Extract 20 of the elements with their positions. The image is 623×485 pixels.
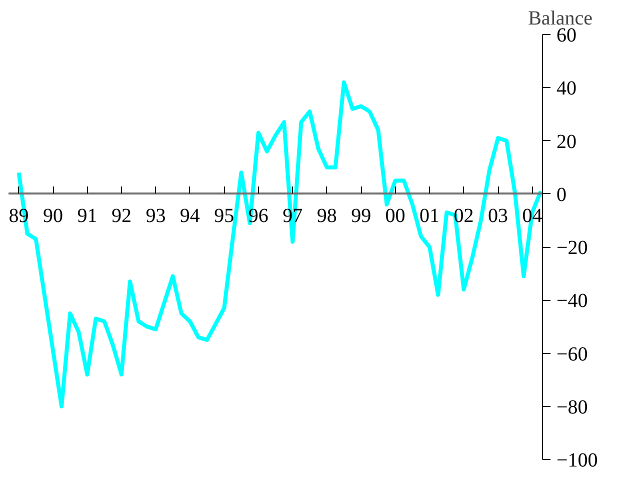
y-tick-label: −100	[556, 450, 598, 472]
y-tick-label: −20	[556, 237, 588, 259]
x-tick-label: 95	[214, 204, 234, 227]
x-tick-label: 90	[43, 204, 63, 227]
x-tick-label: 01	[420, 204, 440, 227]
x-tick-label: 00	[385, 204, 406, 227]
y-tick-label: −40	[556, 290, 588, 312]
x-tick-label: 98	[316, 204, 337, 227]
y-tick-label: −80	[556, 396, 588, 418]
x-tick-label: 02	[454, 204, 474, 227]
x-tick-label: 99	[351, 204, 372, 227]
x-tick-label: 94	[180, 204, 200, 227]
y-tick-label: 20	[556, 130, 576, 153]
y-tick-label: 0	[556, 184, 566, 206]
x-tick-label: 03	[488, 204, 508, 227]
x-tick-label: 93	[146, 204, 166, 227]
y-tick-label: 40	[556, 78, 576, 100]
y-tick-label: −60	[556, 343, 588, 366]
x-tick-label: 91	[77, 204, 98, 227]
x-tick-label: 92	[111, 204, 132, 227]
